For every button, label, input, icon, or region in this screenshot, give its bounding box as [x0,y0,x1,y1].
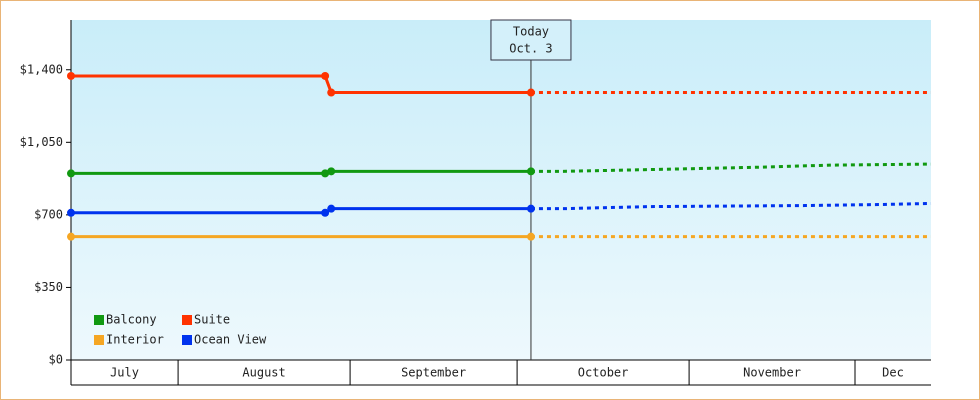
legend-swatch [94,315,104,325]
point [321,208,330,217]
point [526,88,535,97]
point [67,232,75,241]
x-band-label: September [401,366,466,380]
legend-label: Interior [106,333,164,347]
today-label: Oct. 3 [509,42,552,56]
x-band-label: October [578,366,629,380]
point [327,167,336,176]
legend-label: Balcony [106,313,157,327]
point [67,71,75,80]
y-tick-label: $350 [34,280,63,294]
point [526,232,535,241]
legend-label: Suite [194,313,230,327]
x-band-label: July [110,366,139,380]
point [526,204,535,213]
today-label: Today [513,25,549,39]
point [327,88,336,97]
point [67,169,75,178]
y-tick-label: $0 [49,353,63,367]
y-tick-label: $1,050 [20,135,63,149]
point [327,204,336,213]
today-box [490,19,572,61]
legend-swatch [182,315,192,325]
series-line [71,74,531,95]
legend-swatch [94,335,104,345]
forecast-line [530,162,932,173]
legend-swatch [182,335,192,345]
y-tick-label: $700 [34,207,63,221]
x-band-label: November [743,366,801,380]
point [526,167,535,176]
plot-area [71,20,931,360]
point [321,71,330,80]
x-band-label: Dec [882,366,904,380]
y-tick-label: $1,400 [20,62,63,76]
point [67,208,75,217]
forecast-line [530,201,932,211]
legend-label: Ocean View [194,333,267,347]
x-band-label: August [242,366,285,380]
point [321,169,330,178]
